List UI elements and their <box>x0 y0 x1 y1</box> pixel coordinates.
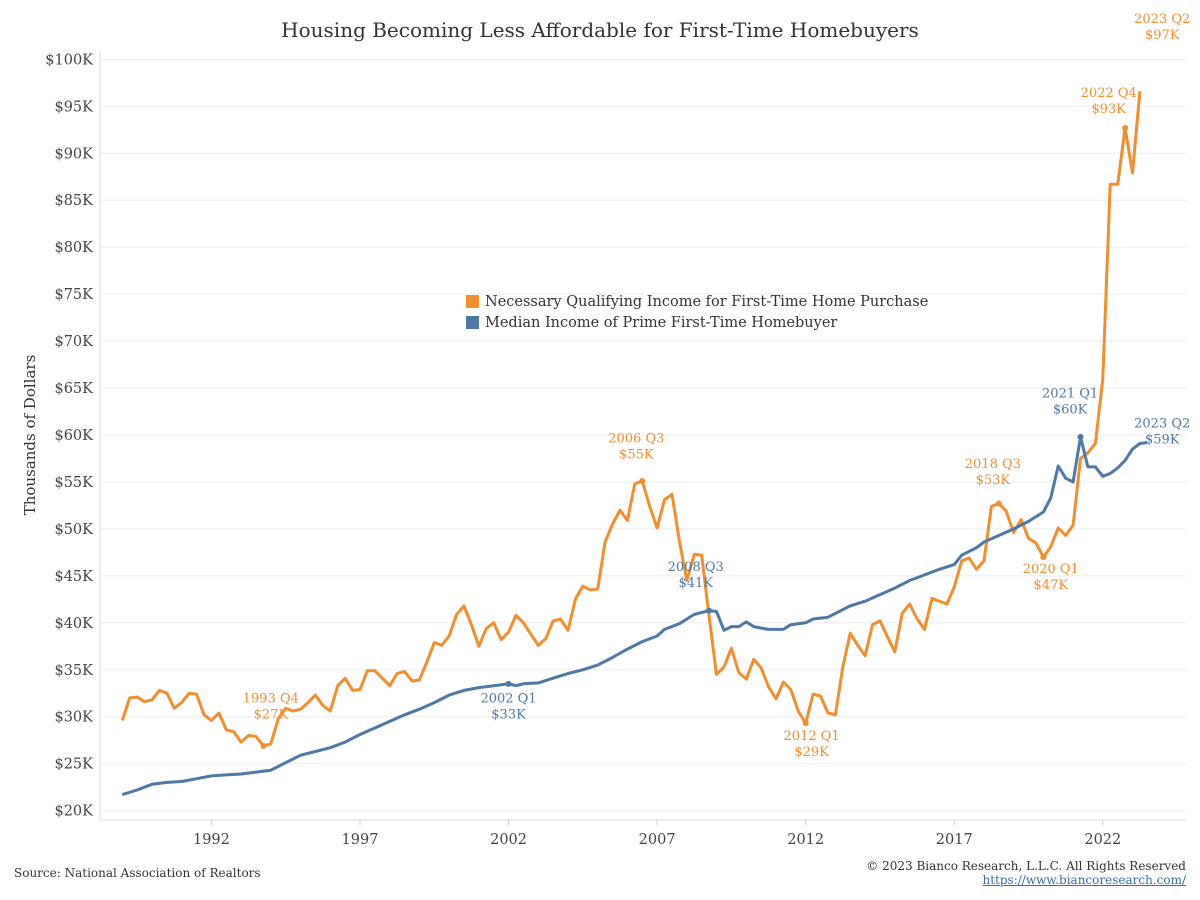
annotation-label: 2020 Q1 <box>1023 562 1079 577</box>
y-tick-label: $70K <box>54 334 94 350</box>
annotation-label: 2023 Q2 <box>1134 416 1190 431</box>
legend-swatch-orange <box>466 295 479 308</box>
annotation-marker <box>1077 433 1084 440</box>
annotation-value: $93K <box>1091 102 1126 117</box>
y-tick-label: $65K <box>54 381 94 397</box>
y-tick-label: $25K <box>54 757 94 773</box>
annotation-value: $47K <box>1034 578 1069 593</box>
annotation-label: 2018 Q3 <box>965 457 1021 472</box>
annotation-label: 2002 Q1 <box>480 692 536 707</box>
y-axis-label: Thousands of Dollars <box>21 355 39 516</box>
legend: Necessary Qualifying Income for First-Ti… <box>466 291 928 333</box>
y-tick-label: $50K <box>54 522 94 538</box>
y-tick-label: $60K <box>54 428 94 444</box>
legend-label: Median Income of Prime First-Time Homebu… <box>485 314 838 331</box>
legend-label: Necessary Qualifying Income for First-Ti… <box>485 293 929 310</box>
annotation-value: $53K <box>976 473 1011 488</box>
annotation-marker <box>639 478 646 485</box>
annotation-value: $55K <box>619 448 654 463</box>
legend-swatch-blue <box>466 316 479 329</box>
y-tick-label: $80K <box>54 240 94 256</box>
annotation-marker <box>505 680 512 687</box>
annotation-label: 2008 Q3 <box>668 560 724 575</box>
annotation-label: 2006 Q3 <box>608 432 664 447</box>
y-tick-label: $35K <box>54 663 94 679</box>
annotation-label: 2022 Q4 <box>1081 86 1137 101</box>
annotation-value: $59K <box>1145 432 1180 447</box>
annotation-label: 1993 Q4 <box>243 692 299 707</box>
annotation-value: $41K <box>678 576 713 591</box>
y-tick-label: $100K <box>45 52 94 68</box>
x-tick-label: 2007 <box>639 832 676 848</box>
copyright-block: © 2023 Bianco Research, L.L.C. All Right… <box>866 859 1186 887</box>
y-tick-label: $75K <box>54 287 94 303</box>
annotation-marker <box>995 500 1002 507</box>
x-tick-label: 2022 <box>1084 832 1121 848</box>
annotation-label: 2021 Q1 <box>1042 386 1098 401</box>
x-tick-label: 1992 <box>193 832 230 848</box>
legend-item-qualifying-income: Necessary Qualifying Income for First-Ti… <box>466 291 928 312</box>
annotation-marker <box>1122 124 1129 131</box>
legend-item-median-income: Median Income of Prime First-Time Homebu… <box>466 312 928 333</box>
y-tick-label: $85K <box>54 193 94 209</box>
annotation-marker <box>260 742 267 749</box>
y-tick-label: $90K <box>54 146 94 162</box>
x-tick-label: 1997 <box>342 832 379 848</box>
annotation-label: 2012 Q1 <box>784 729 840 744</box>
series-line-median-income <box>121 435 1148 797</box>
y-tick-label: $30K <box>54 710 94 726</box>
y-tick-label: $40K <box>54 616 94 632</box>
annotation-marker <box>802 720 809 727</box>
annotation-value: $27K <box>254 708 289 723</box>
website-link[interactable]: https://www.biancoresearch.com/ <box>982 873 1186 887</box>
series-line-qualifying-income <box>120 91 1142 748</box>
annotation-label: 2023 Q2 <box>1134 12 1190 27</box>
annotation-marker <box>1040 554 1047 561</box>
y-tick-label: $45K <box>54 569 94 585</box>
y-tick-label: $55K <box>54 475 94 491</box>
source-note: Source: National Association of Realtors <box>14 866 261 880</box>
x-tick-label: 2012 <box>787 832 824 848</box>
annotation-value: $33K <box>491 708 526 723</box>
y-tick-label: $95K <box>54 99 94 115</box>
annotation-value: $60K <box>1053 402 1088 417</box>
annotation-value: $29K <box>794 745 829 760</box>
annotation-marker <box>706 607 713 614</box>
y-tick-label: $20K <box>54 804 94 820</box>
x-tick-label: 2017 <box>936 832 973 848</box>
copyright-text: © 2023 Bianco Research, L.L.C. All Right… <box>866 859 1186 873</box>
x-tick-label: 2002 <box>490 832 527 848</box>
annotation-value: $97K <box>1145 28 1180 43</box>
chart-title: Housing Becoming Less Affordable for Fir… <box>281 18 919 42</box>
